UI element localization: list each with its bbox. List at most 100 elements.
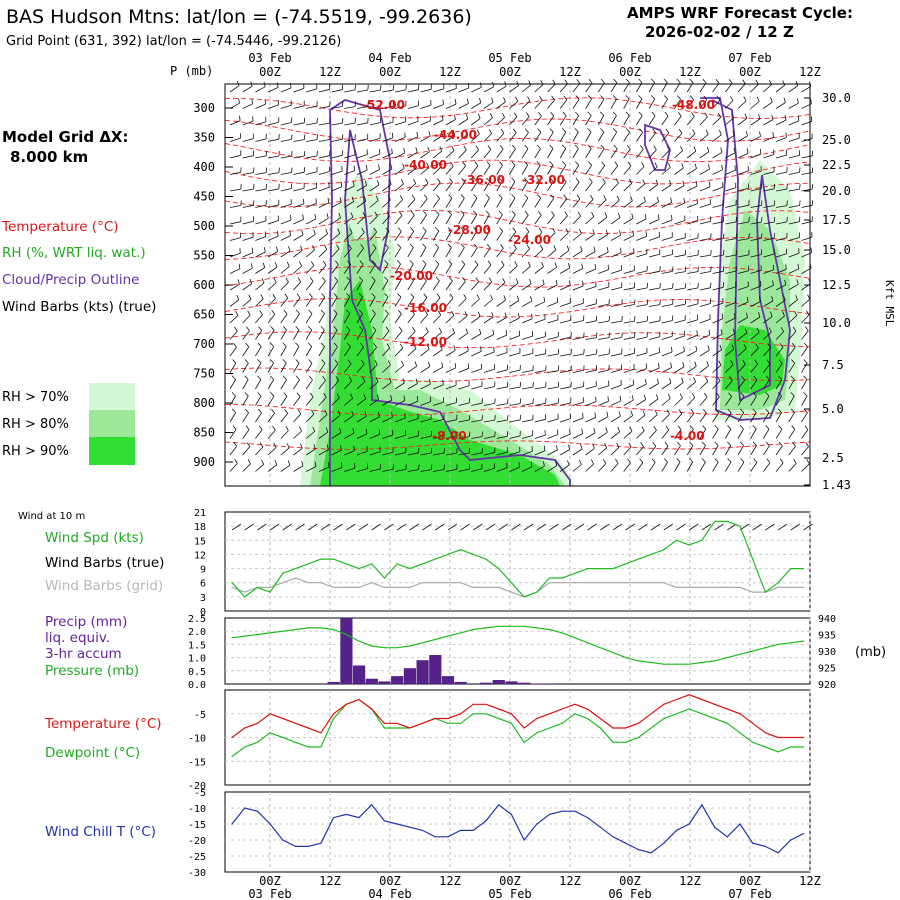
wind-barb-flag (703, 95, 708, 101)
temperature-line-point (447, 717, 449, 720)
wind-barb-shaft (331, 106, 343, 109)
wind-barb-shaft (432, 263, 440, 274)
wind-barb-shaft (521, 164, 529, 175)
wind-barb-shaft (521, 318, 533, 324)
wind-barb-shaft (458, 181, 466, 192)
wind-barb-shaft (712, 221, 724, 225)
windchill-line-point (650, 852, 652, 854)
wind-barb-flag (756, 96, 760, 102)
wind-barb-flag (340, 181, 343, 187)
windchill-line-point (612, 836, 614, 838)
wind-barb-flag (373, 343, 377, 348)
wind-barb-shaft (509, 419, 521, 423)
temperature-contour-label: -48.00 (672, 98, 715, 112)
wind-barb-shaft (801, 429, 809, 439)
wind-barb-shaft (445, 134, 456, 142)
wind-barb-shaft (674, 366, 685, 373)
wind-barb-shaft (585, 233, 595, 241)
wind-barb-shaft (674, 99, 681, 109)
wind-barb-shaft (255, 188, 267, 192)
wind-barb-shaft (801, 463, 810, 472)
wind-barb-flag (549, 161, 554, 166)
pressure-line-point (675, 663, 678, 665)
wind-barb-flag (401, 179, 404, 185)
wind-speed-line-point (587, 568, 589, 570)
wind-barb-flag (565, 228, 569, 234)
wind-barb-flag (248, 294, 252, 300)
station-title: BAS Hudson Mtns: lat/lon = (-74.5519, -9… (6, 6, 472, 28)
wind-barb-flag (538, 227, 543, 233)
wind-barb-shaft (712, 302, 724, 307)
wind-barb-shaft (572, 198, 581, 208)
wind-barb-shaft (420, 348, 430, 357)
wind-speed-line-point (510, 582, 512, 584)
wind-grid-line-point (739, 586, 741, 589)
wind-barb-shaft (509, 197, 516, 208)
wind-barb-flag (246, 326, 250, 332)
panel-ytick-label: 12 (194, 550, 206, 561)
wind-barb-shaft (801, 85, 812, 93)
wind-barb-flag (311, 409, 315, 415)
wind-barb-flag (728, 79, 733, 84)
wind-barb-shaft (610, 304, 622, 307)
wind-barb-flag (479, 328, 482, 335)
wind-barb-shaft (521, 100, 531, 109)
wind-barb-flag (262, 262, 266, 268)
windchill-line-point (523, 839, 525, 841)
wind-barb-shaft (280, 346, 287, 357)
wind-barb-shaft (382, 364, 391, 373)
wind-barb-flag (480, 82, 482, 88)
wind-barb-flag (626, 144, 631, 150)
model-grid-label: Model Grid ΔX: (2, 128, 129, 146)
wind-barb-shaft (229, 429, 237, 439)
pressure-line-point (739, 653, 741, 655)
wind-barb-shaft (661, 132, 670, 142)
pressure-line-point (561, 632, 563, 634)
wind-barb-flag (765, 441, 770, 447)
wind-barb-shaft (407, 167, 417, 175)
wind-barb-flag (577, 211, 581, 217)
bottom-date-label: 05 Feb (488, 887, 531, 900)
wind-barb-shaft (356, 433, 368, 439)
precip-bar (416, 660, 429, 684)
wind-barb-shaft (674, 220, 686, 225)
wind-barb-shaft (547, 449, 558, 456)
surface-wind-barb (473, 523, 483, 531)
wind-barb-shaft (648, 98, 656, 109)
forecast-cycle-value: 2026-02-02 / 12 Z (645, 23, 794, 41)
wind-barb-flag (745, 130, 748, 137)
pressure-line-point (548, 628, 551, 631)
wind-barb-flag (744, 113, 748, 119)
wind-barb-flag (324, 244, 328, 250)
wind-barb-shaft (775, 462, 784, 472)
wind-barb-shaft (420, 297, 428, 307)
wind-barb-shaft (598, 416, 609, 423)
wind-barb-flag (284, 293, 289, 299)
wind-barb-flag (414, 162, 417, 168)
wind-barb-shaft (522, 370, 533, 373)
wind-barb-shaft (534, 418, 546, 423)
wind-barb-shaft (242, 463, 251, 472)
wind-barb-shaft (445, 263, 453, 274)
panel-ytick-label: 18 (194, 522, 206, 533)
wind-barb-shaft (229, 137, 241, 142)
wind-barb-shaft (458, 468, 470, 472)
wind-barb-shaft (572, 464, 582, 472)
wind-barb-flag (364, 411, 367, 417)
wind-barb-shaft (242, 138, 254, 142)
wind-barb-shaft (737, 254, 749, 258)
wind-speed-line-point (599, 568, 601, 570)
wind-barb-shaft (560, 336, 572, 340)
wind-barb-shaft (255, 346, 262, 357)
wind-grid-line-point (421, 582, 424, 584)
wind-barb-shaft (750, 254, 762, 258)
wind-barb-flag (387, 360, 391, 366)
wind-barb-flag (447, 243, 452, 248)
temperature-line-point (790, 736, 792, 739)
wind-barb-shaft (369, 231, 378, 241)
wind-barb-flag (644, 213, 647, 219)
wind-barb-flag (536, 161, 541, 166)
wind-barb-flag (320, 309, 325, 314)
wind-barb-shaft (470, 181, 478, 192)
wind-barb-shaft (394, 215, 403, 225)
